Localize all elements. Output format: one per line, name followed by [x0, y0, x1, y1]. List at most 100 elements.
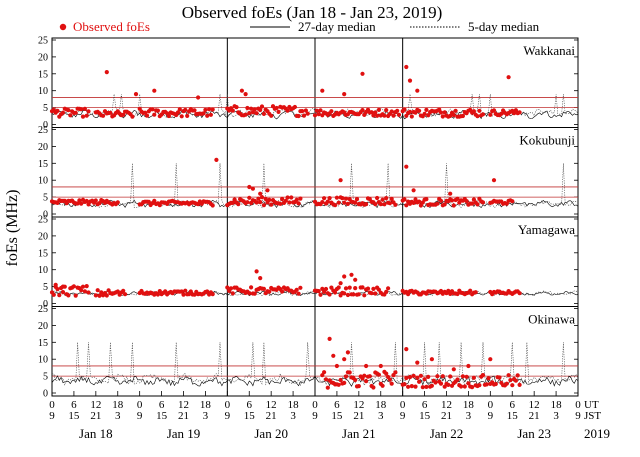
chart-title: Observed foEs (Jan 18 - Jan 23, 2019) — [182, 3, 443, 22]
x-tick-label-jst: 3 — [290, 410, 296, 422]
observed-point — [343, 374, 349, 379]
observed-point — [395, 108, 400, 113]
x-tick-label-jst: 15 — [419, 410, 431, 422]
observed-point — [364, 379, 369, 384]
observed-point — [230, 200, 235, 205]
ut-axis-label: UT — [584, 399, 599, 411]
observed-point — [210, 107, 215, 112]
observed-point — [101, 113, 106, 118]
observed-point — [283, 198, 288, 203]
observed-point — [480, 200, 486, 205]
observed-point — [342, 291, 347, 296]
observed-point — [426, 113, 431, 118]
observed-point — [77, 198, 82, 203]
observed-point — [380, 383, 385, 388]
observed-point — [455, 291, 460, 297]
observed-point — [336, 382, 341, 387]
observed-point — [360, 285, 365, 290]
observed-point — [446, 288, 451, 293]
observed-point — [471, 375, 476, 380]
observed-point — [152, 88, 157, 93]
observed-point — [316, 289, 321, 294]
observed-point — [477, 383, 482, 388]
y-tick-label: 15 — [38, 69, 48, 80]
observed-point — [144, 113, 150, 118]
observed-point — [79, 288, 84, 293]
observed-point — [420, 385, 425, 390]
observed-point — [108, 110, 113, 115]
observed-point — [373, 291, 378, 296]
observed-point — [448, 191, 453, 196]
y-axis-label: foEs (MHz) — [4, 190, 21, 267]
observed-point — [402, 382, 407, 387]
observed-point — [333, 203, 338, 208]
observed-point — [418, 373, 423, 378]
x-tick-label-ut: 18 — [288, 399, 300, 411]
median-27day-line — [51, 375, 579, 387]
observed-point — [411, 188, 416, 193]
observed-point — [80, 114, 86, 119]
observed-point — [320, 200, 325, 205]
observed-point — [79, 201, 84, 206]
legend: Observed foEs 27-day median 5-day median — [59, 19, 540, 34]
observed-point — [424, 384, 429, 389]
observed-point — [121, 288, 126, 293]
y-tick-label: 25 — [38, 125, 48, 136]
observed-point — [51, 292, 56, 297]
observed-point — [386, 286, 391, 291]
y-tick-label: 15 — [38, 159, 48, 170]
observed-point — [464, 199, 469, 204]
observed-point — [347, 370, 352, 375]
x-tick-label-jst: 21 — [441, 410, 452, 422]
observed-point — [453, 108, 458, 113]
observed-point — [66, 108, 71, 113]
x-tick-label-ut: 18 — [375, 399, 387, 411]
observed-point — [369, 110, 374, 115]
observed-point — [382, 113, 387, 118]
observed-point — [415, 375, 420, 380]
observed-point — [433, 380, 438, 385]
observed-point — [285, 108, 290, 113]
observed-point — [480, 112, 486, 117]
observed-point — [183, 288, 188, 293]
observed-point — [225, 285, 230, 290]
observed-point — [267, 197, 272, 202]
observed-point — [438, 198, 444, 203]
observed-point — [362, 373, 367, 378]
observed-point — [426, 374, 431, 379]
observed-point — [460, 374, 465, 379]
x-tick-label-jst: 21 — [353, 410, 364, 422]
observed-point — [343, 196, 349, 201]
x-tick-label-ut: 18 — [463, 399, 475, 411]
observed-point — [331, 353, 336, 358]
observed-point — [380, 197, 385, 202]
observed-point — [411, 200, 416, 205]
observed-point — [296, 113, 301, 119]
observed-point — [424, 197, 429, 202]
observed-point — [513, 378, 519, 383]
observed-point — [389, 196, 394, 202]
observed-point — [415, 88, 420, 93]
observed-point — [466, 381, 471, 386]
observed-point — [387, 201, 392, 206]
observed-point — [404, 203, 409, 208]
observed-point — [318, 292, 323, 297]
observed-point — [181, 292, 186, 297]
y-tick-label: 5 — [43, 103, 48, 114]
observed-point — [336, 285, 341, 290]
observed-point — [351, 292, 356, 297]
observed-point — [247, 195, 252, 200]
observed-point — [276, 109, 281, 114]
observed-point — [104, 293, 109, 298]
observed-point — [258, 107, 263, 113]
day-label: Jan 23 — [517, 426, 551, 441]
observed-point — [55, 108, 60, 113]
x-tick-label-ut: 6 — [510, 399, 516, 411]
observed-point — [338, 377, 343, 383]
observed-point — [442, 202, 447, 207]
observed-point — [196, 95, 201, 100]
observed-point — [66, 293, 71, 298]
observed-point — [451, 203, 456, 208]
observed-point — [203, 107, 208, 112]
